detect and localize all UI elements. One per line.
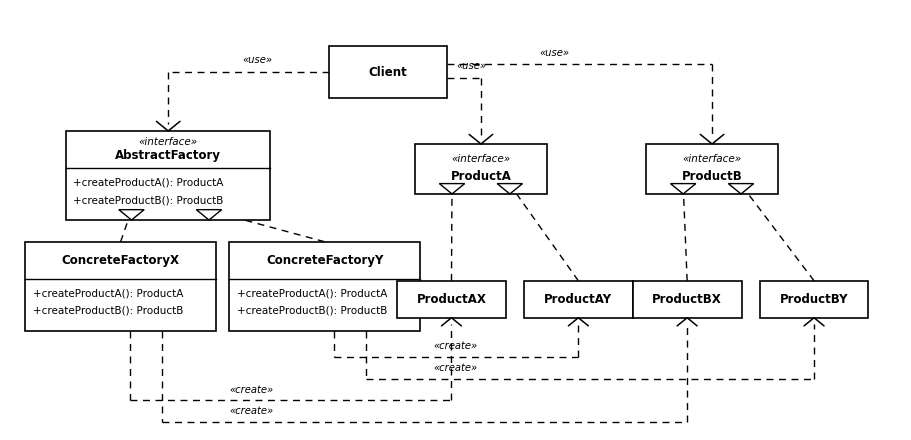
Polygon shape <box>118 210 144 220</box>
FancyBboxPatch shape <box>524 281 632 318</box>
Text: «create»: «create» <box>433 341 477 351</box>
Text: Client: Client <box>368 66 407 79</box>
FancyBboxPatch shape <box>415 144 546 194</box>
Text: +createProductB(): ProductB: +createProductB(): ProductB <box>74 195 223 205</box>
Polygon shape <box>496 183 522 194</box>
Text: «create»: «create» <box>230 407 273 416</box>
Text: ConcreteFactoryY: ConcreteFactoryY <box>266 254 383 267</box>
FancyBboxPatch shape <box>230 242 419 331</box>
Polygon shape <box>196 210 221 220</box>
FancyBboxPatch shape <box>329 46 446 99</box>
FancyBboxPatch shape <box>759 281 867 318</box>
Text: «interface»: «interface» <box>681 154 741 164</box>
Text: +createProductA(): ProductA: +createProductA(): ProductA <box>74 178 223 188</box>
Text: +createProductA(): ProductA: +createProductA(): ProductA <box>33 289 183 299</box>
Text: ProductBX: ProductBX <box>651 293 722 306</box>
Text: +createProductA(): ProductA: +createProductA(): ProductA <box>236 289 386 299</box>
Text: ProductAY: ProductAY <box>544 293 612 306</box>
Text: ProductB: ProductB <box>681 170 742 183</box>
Text: «interface»: «interface» <box>451 154 510 164</box>
Text: «interface»: «interface» <box>138 137 198 147</box>
FancyBboxPatch shape <box>646 144 777 194</box>
Text: «use»: «use» <box>242 55 272 65</box>
Text: «create»: «create» <box>433 363 477 373</box>
Text: «use»: «use» <box>456 62 486 71</box>
Polygon shape <box>439 183 465 194</box>
Polygon shape <box>670 183 695 194</box>
Text: AbstractFactory: AbstractFactory <box>115 149 221 162</box>
Text: ProductAX: ProductAX <box>416 293 486 306</box>
FancyBboxPatch shape <box>632 281 741 318</box>
FancyBboxPatch shape <box>26 242 216 331</box>
FancyBboxPatch shape <box>67 131 270 220</box>
Text: «use»: «use» <box>539 48 569 59</box>
Polygon shape <box>728 183 752 194</box>
Text: ProductBY: ProductBY <box>779 293 847 306</box>
Text: ConcreteFactoryX: ConcreteFactoryX <box>62 254 179 267</box>
Text: +createProductB(): ProductB: +createProductB(): ProductB <box>33 306 183 316</box>
FancyBboxPatch shape <box>396 281 506 318</box>
Text: ProductA: ProductA <box>450 170 511 183</box>
Text: «create»: «create» <box>230 385 273 395</box>
Text: +createProductB(): ProductB: +createProductB(): ProductB <box>236 306 386 316</box>
